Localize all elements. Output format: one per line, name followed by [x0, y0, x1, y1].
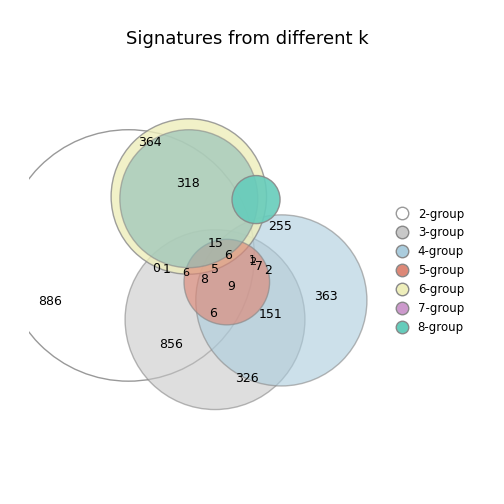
Text: 255: 255: [268, 220, 291, 233]
Text: 9: 9: [227, 280, 235, 293]
Circle shape: [111, 119, 267, 274]
Text: 318: 318: [176, 177, 200, 190]
Text: 2: 2: [249, 257, 257, 267]
Text: 0: 0: [153, 262, 160, 275]
Text: 363: 363: [314, 290, 338, 303]
Circle shape: [184, 239, 270, 325]
Text: 2: 2: [264, 264, 272, 277]
Text: 8: 8: [200, 273, 208, 286]
Circle shape: [120, 130, 258, 268]
Legend: 2-group, 3-group, 4-group, 5-group, 6-group, 7-group, 8-group: 2-group, 3-group, 4-group, 5-group, 6-gr…: [393, 204, 468, 338]
Text: 6: 6: [182, 268, 189, 278]
Text: 856: 856: [159, 339, 183, 351]
Text: 151: 151: [259, 308, 282, 321]
Title: Signatures from different k: Signatures from different k: [126, 30, 368, 48]
Text: 364: 364: [138, 136, 162, 149]
Text: 15: 15: [208, 237, 223, 250]
Text: 6: 6: [224, 248, 232, 262]
Circle shape: [196, 215, 367, 386]
Text: 5: 5: [211, 264, 219, 276]
Text: 886: 886: [38, 295, 62, 308]
Text: 1: 1: [162, 264, 170, 276]
Circle shape: [232, 175, 280, 224]
Text: 6: 6: [209, 306, 217, 320]
Circle shape: [125, 230, 305, 410]
Text: 326: 326: [235, 372, 259, 386]
Text: 1: 1: [248, 255, 256, 265]
Text: 7: 7: [255, 260, 263, 273]
